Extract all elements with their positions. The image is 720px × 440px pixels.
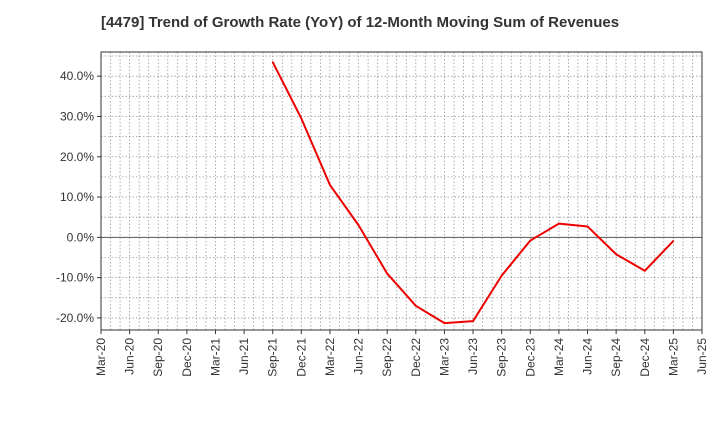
y-tick-label: 10.0%: [60, 190, 94, 204]
y-tick-label: 0.0%: [67, 230, 95, 244]
data-point: [443, 322, 446, 324]
data-point: [643, 269, 646, 272]
x-tick-label: Jun-21: [237, 338, 251, 375]
data-point: [329, 184, 331, 186]
grid: [101, 52, 702, 330]
x-tick-label: Sep-23: [495, 338, 509, 377]
data-point: [500, 274, 503, 277]
y-tick-label: 30.0%: [60, 109, 94, 123]
x-tick-label: Jun-23: [466, 338, 480, 375]
x-tick-label: Sep-20: [151, 338, 165, 377]
x-tick-labels: Mar-20 Jun-20 Sep-20 Dec-20 Mar-21 Jun-21 Sep-…: [94, 338, 709, 377]
x-tick-label: Jun-24: [581, 338, 595, 375]
x-tick-label: Mar-22: [323, 338, 337, 376]
y-tick-label: -10.0%: [56, 271, 94, 285]
x-tick-label: Dec-22: [409, 338, 423, 377]
y-tick-label: 40.0%: [60, 69, 94, 83]
plot-area: [101, 52, 702, 330]
data-point: [300, 117, 303, 120]
y-tick-labels: 40.0% 30.0% 20.0% 10.0% 0.0% -10.0% -20.0%: [56, 69, 94, 325]
data-point: [357, 224, 360, 227]
y-tick-label: -20.0%: [56, 311, 94, 325]
x-tick-label: Sep-21: [266, 338, 280, 377]
x-tick-label: Dec-23: [523, 338, 537, 377]
data-point: [415, 305, 417, 307]
chart-title: [4479] Trend of Growth Rate (YoY) of 12-…: [100, 14, 620, 31]
x-tick-label: Mar-20: [94, 338, 108, 376]
plot-frame: [100, 51, 703, 331]
x-tick-label: Sep-22: [380, 338, 394, 377]
x-tick-label: Mar-23: [437, 338, 451, 376]
data-point: [529, 239, 532, 242]
data-point: [615, 253, 617, 256]
x-tick-label: Jun-25: [695, 338, 709, 375]
data-point: [558, 222, 560, 225]
x-tick-label: Jun-20: [123, 338, 137, 375]
x-tick-label: Dec-24: [638, 338, 652, 377]
x-tick-label: Jun-22: [352, 338, 366, 375]
series: [271, 61, 675, 325]
data-point: [271, 61, 274, 63]
data-point: [672, 240, 675, 242]
data-point: [472, 320, 474, 322]
x-tick-label: Dec-20: [180, 338, 194, 377]
x-tick-label: Mar-24: [552, 338, 566, 376]
data-point: [386, 272, 388, 275]
y-tick-label: 20.0%: [60, 150, 94, 164]
x-tick-label: Mar-21: [208, 338, 222, 376]
axes: [97, 51, 703, 334]
x-tick-label: Sep-24: [609, 338, 623, 377]
x-tick-label: Mar-25: [666, 338, 680, 376]
data-point: [586, 225, 589, 228]
x-tick-label: Dec-21: [294, 338, 308, 377]
